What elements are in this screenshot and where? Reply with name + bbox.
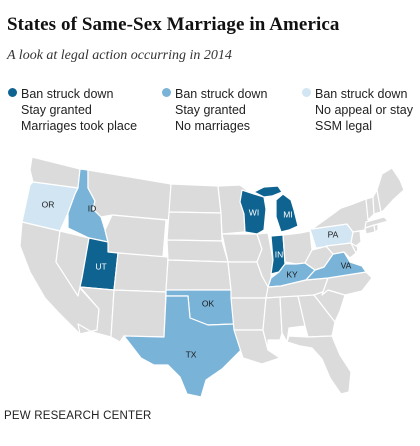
- legend-line: Ban struck down: [175, 87, 268, 101]
- map-title: States of Same-Sex Marriage in America: [7, 14, 340, 35]
- legend-line: Ban struck down: [21, 87, 114, 101]
- state-MT: [87, 169, 172, 221]
- legend-line: No appeal or stay: [315, 103, 413, 117]
- state-label-ok: OK: [202, 298, 215, 308]
- state-label-va: VA: [341, 260, 352, 270]
- state-label-or: OR: [42, 199, 55, 209]
- legend-line: Stay granted: [21, 103, 92, 117]
- state-CO: [113, 252, 169, 293]
- state-MI-upper: [253, 185, 283, 198]
- us-map: UT WI MI IN ID OK TX KY VA OR PA: [19, 156, 405, 398]
- legend-swatch-medium: [162, 88, 171, 97]
- state-FL: [286, 335, 352, 395]
- state-NM: [110, 289, 167, 343]
- state-NJ: [350, 230, 362, 247]
- state-WY: [104, 214, 167, 258]
- state-label-ky: KY: [286, 269, 298, 279]
- state-IA: [221, 233, 263, 263]
- state-label-mi: MI: [283, 209, 292, 219]
- legend-swatch-light: [302, 88, 311, 97]
- state-label-pa: PA: [328, 229, 339, 239]
- state-label-ut: UT: [95, 261, 106, 271]
- state-SD: [166, 211, 223, 242]
- state-AR: [230, 297, 267, 331]
- legend-swatch-dark: [8, 88, 17, 97]
- state-MI: [275, 193, 299, 233]
- legend-line: Marriages took place: [21, 119, 138, 133]
- state-label-tx: TX: [186, 349, 197, 359]
- map-subtitle: A look at legal action occurring in 2014: [7, 48, 232, 63]
- state-NE: [166, 239, 229, 263]
- state-TX: [123, 295, 242, 398]
- legend-line: Stay granted: [175, 103, 246, 117]
- state-MS: [262, 296, 283, 351]
- state-KS: [165, 259, 232, 291]
- legend-line: No marriages: [175, 119, 251, 133]
- legend-line: SSM legal: [315, 119, 372, 133]
- state-ME: [376, 167, 405, 213]
- state-label-wi: WI: [249, 207, 259, 217]
- state-MA: [364, 216, 389, 229]
- state-label-id: ID: [88, 203, 97, 213]
- state-WI: [239, 189, 267, 235]
- legend-line: Ban struck down: [315, 87, 408, 101]
- state-label-in: IN: [275, 249, 284, 259]
- state-ND: [168, 183, 222, 214]
- source-credit: PEW RESEARCH CENTER: [4, 410, 152, 422]
